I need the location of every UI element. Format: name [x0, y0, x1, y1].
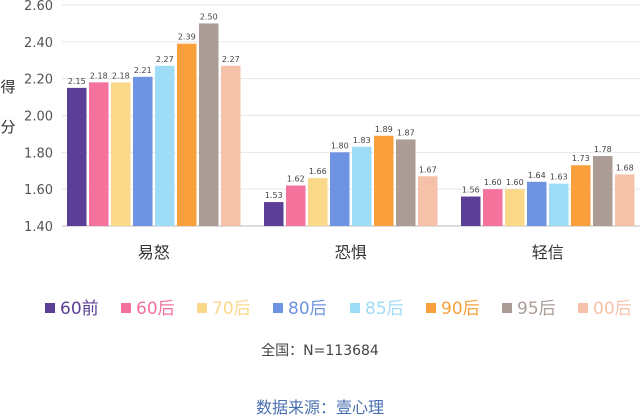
data-label: 2.18 — [90, 71, 108, 80]
y-axis-label-part-1: 得 — [0, 78, 15, 96]
legend-label: 60后 — [136, 299, 175, 319]
y-axis-label: 得分 — [0, 78, 15, 136]
legend-swatch — [197, 303, 207, 313]
data-label: 2.21 — [134, 66, 152, 75]
legend-label: 80后 — [288, 299, 327, 319]
data-label: 2.18 — [112, 71, 130, 80]
bar — [199, 23, 219, 226]
data-label: 1.56 — [462, 186, 480, 195]
legend-swatch — [121, 303, 131, 313]
data-label: 2.50 — [200, 12, 218, 21]
data-label: 1.63 — [550, 173, 568, 182]
bar — [549, 183, 569, 226]
bar — [396, 139, 416, 226]
y-tick-label: 2.00 — [24, 110, 53, 125]
bar — [418, 176, 438, 226]
legend-swatch — [502, 303, 512, 313]
legend-label: 95后 — [517, 299, 556, 319]
legend-swatch — [578, 303, 588, 313]
bar — [593, 156, 613, 226]
legend: 60前 60后 70后 80后 85后 90后 95后 00后 — [45, 299, 632, 319]
legend-swatch — [45, 303, 55, 313]
data-label: 1.62 — [287, 174, 305, 183]
data-label: 1.66 — [309, 167, 327, 176]
legend-swatch — [350, 303, 360, 313]
data-label: 1.67 — [419, 165, 437, 174]
data-label: 2.27 — [222, 55, 240, 64]
bar — [374, 135, 394, 226]
data-label: 1.53 — [265, 191, 283, 200]
bar — [133, 76, 153, 226]
bar — [615, 174, 635, 226]
bar — [89, 82, 109, 226]
data-labels: 2.15 1.53 1.56 2.18 1.62 1.60 2.18 1.66 1.60 2.21… — [68, 12, 634, 200]
bar — [505, 189, 525, 226]
bar — [527, 181, 547, 226]
y-tick-label: 1.40 — [24, 220, 53, 235]
data-label: 2.27 — [156, 55, 174, 64]
bar — [177, 43, 197, 226]
bar — [330, 152, 350, 226]
bar — [264, 202, 284, 226]
y-tick-label: 2.40 — [24, 36, 53, 51]
data-label: 1.73 — [572, 154, 590, 163]
y-tick-label: 1.60 — [24, 183, 53, 198]
bars — [67, 23, 635, 227]
legend-label: 90后 — [441, 299, 480, 319]
data-label: 1.60 — [484, 178, 502, 187]
category-label: 轻信 — [532, 243, 564, 262]
y-tick-label: 2.60 — [24, 0, 53, 14]
bar — [221, 65, 241, 227]
data-label: 2.39 — [178, 33, 196, 42]
bar — [352, 146, 372, 226]
y-tick-label: 1.80 — [24, 146, 53, 161]
legend-label: 70后 — [212, 299, 251, 319]
y-tick-label: 2.20 — [24, 73, 53, 88]
data-source: 数据来源：壹心理 — [256, 398, 384, 417]
legend-swatch — [426, 303, 436, 313]
legend-swatch — [273, 303, 283, 313]
bar — [483, 189, 503, 226]
sample-size-note: 全国：N=113684 — [261, 342, 379, 359]
data-label: 1.89 — [375, 125, 393, 134]
bar — [286, 185, 306, 226]
category-label: 易怒 — [138, 243, 170, 262]
y-axis-label-part-2: 分 — [0, 118, 15, 136]
bar — [308, 178, 328, 226]
y-axis-ticks: 1.40 1.60 1.80 2.00 2.20 2.40 2.60 — [24, 0, 53, 235]
data-label: 1.60 — [506, 178, 524, 187]
legend-label: 60前 — [60, 299, 99, 319]
data-label: 1.64 — [528, 171, 546, 180]
legend-label: 85后 — [365, 299, 404, 319]
x-axis-categories: 易怒 恐惧 轻信 — [138, 243, 564, 262]
data-label: 1.78 — [594, 145, 612, 154]
bar — [155, 65, 175, 227]
bar — [67, 87, 87, 226]
bar — [111, 82, 131, 226]
legend-label: 00后 — [593, 299, 632, 319]
data-label: 1.83 — [353, 136, 371, 145]
bar — [461, 196, 481, 226]
data-label: 2.15 — [68, 77, 86, 86]
data-label: 1.68 — [616, 163, 634, 172]
bar — [571, 165, 591, 226]
category-label: 恐惧 — [335, 243, 367, 262]
data-label: 1.80 — [331, 141, 349, 150]
data-label: 1.87 — [397, 128, 415, 137]
